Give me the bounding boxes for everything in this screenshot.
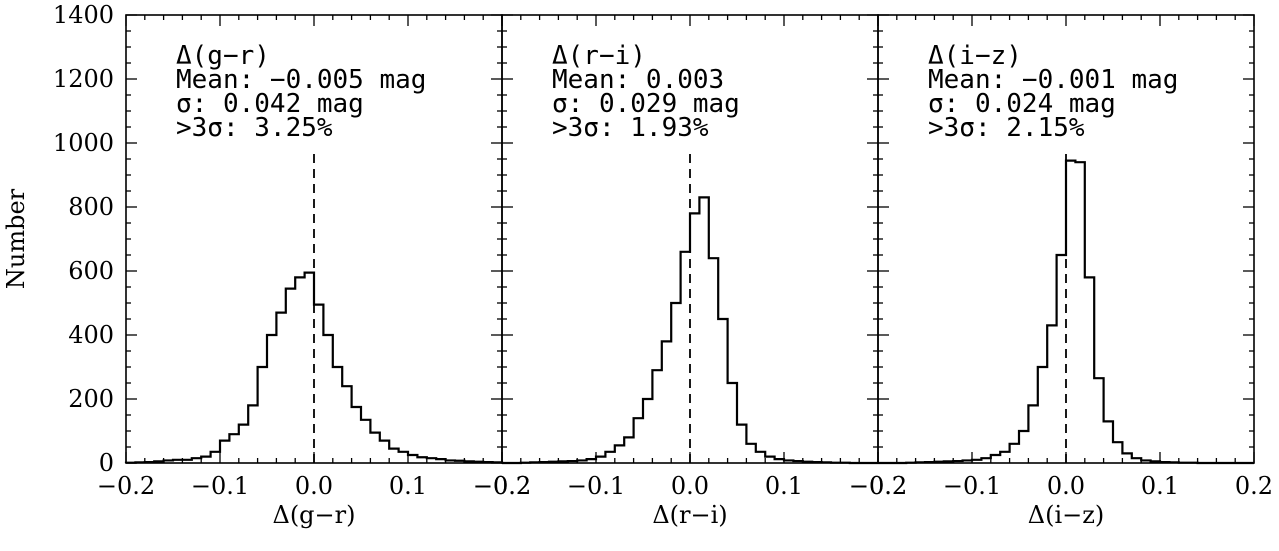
y-tick-label: 1200 xyxy=(53,65,114,93)
annotation-line: Δ(i−z) xyxy=(928,41,1022,71)
y-tick-label: 1000 xyxy=(53,129,114,157)
y-axis-label: Number xyxy=(2,188,30,289)
annotation-line: >3σ: 2.15% xyxy=(928,113,1085,143)
annotation-line: >3σ: 1.93% xyxy=(552,113,709,143)
y-tick-label: 600 xyxy=(68,257,114,285)
annotation-line: >3σ: 3.25% xyxy=(176,113,333,143)
x-tick-label: 0.2 xyxy=(1235,472,1273,500)
annotation-line: Mean: 0.003 xyxy=(552,65,724,95)
y-tick-label: 1400 xyxy=(53,1,114,29)
axis-labels: Δ(g−r) Δ(r−i) Δ(i−z) Number xyxy=(2,188,1104,529)
y-tick-label: 400 xyxy=(68,321,114,349)
annotation-line: Mean: −0.005 mag xyxy=(176,65,426,95)
x-tick-label: −0.2 xyxy=(473,472,531,500)
axis-ticks xyxy=(125,14,1255,464)
tick-labels: −0.2 −0.1 0.0 0.1 −0.2−0.2 −0.1 0.0 0.1 −0.2−0.2… xyxy=(53,1,1273,500)
y-tick-label: 800 xyxy=(68,193,114,221)
y-tick-label: 0 xyxy=(99,449,114,477)
x-tick-label: 0.1 xyxy=(765,472,803,500)
annotation-line: Δ(g−r) xyxy=(176,41,270,71)
x-axis-label: Δ(r−i) xyxy=(652,501,727,529)
x-axis-label: Δ(g−r) xyxy=(272,501,355,529)
histogram-step-i-z xyxy=(878,159,1254,465)
x-tick-label: 0.0 xyxy=(1047,472,1085,500)
annotation-line: Δ(r−i) xyxy=(552,41,646,71)
x-tick-label: −0.2 xyxy=(473,472,531,500)
x-tick-label: 0.0 xyxy=(671,472,709,500)
x-tick-label: −0.1 xyxy=(943,472,1001,500)
x-tick-label: −0.1 xyxy=(567,472,625,500)
annotation-line: σ: 0.024 mag xyxy=(928,89,1116,119)
y-tick-label: 200 xyxy=(68,385,114,413)
x-tick-label: 0.1 xyxy=(1141,472,1179,500)
x-tick-label: −0.2 xyxy=(97,472,155,500)
x-tick-label: 0.1 xyxy=(389,472,427,500)
annotation-line: Mean: −0.001 mag xyxy=(928,65,1178,95)
annotation-line: σ: 0.042 mag xyxy=(176,89,364,119)
x-tick-label: −0.2 xyxy=(849,472,907,500)
mean-lines xyxy=(313,150,1067,463)
x-tick-label: −0.2 xyxy=(849,472,907,500)
x-tick-label: 0.0 xyxy=(295,472,333,500)
x-axis-label: Δ(i−z) xyxy=(1028,501,1105,529)
x-tick-label: −0.1 xyxy=(191,472,249,500)
annotation-line: σ: 0.029 mag xyxy=(552,89,740,119)
